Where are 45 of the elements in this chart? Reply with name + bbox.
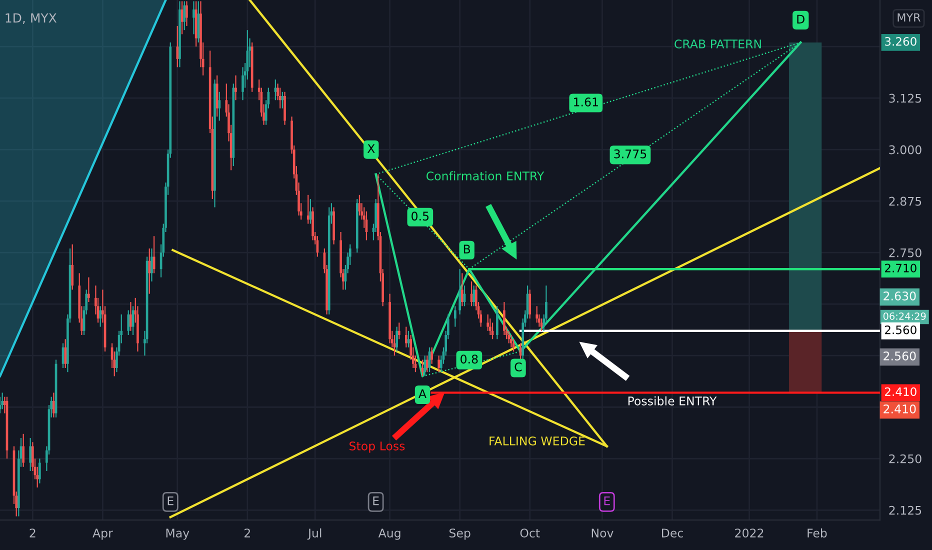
- y-tick-label: 3.000: [889, 145, 922, 154]
- x-tick-label: Dec: [662, 528, 683, 538]
- annotation: FALLING WEDGE: [490, 436, 585, 446]
- text: 2.630: [884, 292, 916, 300]
- x-tick-label: Feb: [808, 528, 827, 538]
- x-tick-label: 2: [30, 528, 36, 538]
- x-tick-label: 2022: [735, 528, 764, 538]
- y-tick-label: 2.750: [889, 248, 922, 258]
- text: 2.560: [884, 352, 916, 360]
- annotation: 3.260: [885, 37, 916, 46]
- annotation: 1.61: [574, 98, 598, 106]
- x-tick-label: Oct: [520, 528, 540, 538]
- annotation: E: [373, 496, 379, 506]
- text: 06:24:29: [883, 312, 926, 320]
- annotation: 3.775: [614, 149, 646, 158]
- annotation: B: [464, 244, 470, 254]
- annotation: 2.710: [885, 264, 916, 272]
- annotation: Confirmation ENTRY: [426, 171, 544, 180]
- x-tick-label: Nov: [592, 528, 614, 538]
- y-axis-title: MYR: [898, 13, 920, 22]
- annotation: 0.8: [460, 354, 478, 364]
- y-tick-label: 2.875: [889, 196, 922, 206]
- y-tick-label: 2.125: [889, 506, 922, 515]
- x-tick-label: 2: [244, 528, 250, 538]
- annotation: A: [418, 389, 426, 398]
- x-tick-label: Apr: [92, 528, 113, 540]
- annotation: C: [514, 362, 522, 372]
- annotation: Stop Loss: [350, 442, 405, 453]
- y-tick-label: 3.125: [889, 94, 922, 103]
- annotation: E: [604, 496, 610, 506]
- annotation: E: [168, 496, 174, 506]
- x-tick-label: Jul: [307, 528, 322, 540]
- y-tick-label: 2.250: [889, 454, 922, 464]
- x-tick-label: May: [166, 528, 190, 540]
- x-tick-label: Sep: [449, 528, 470, 540]
- annotation: CRAB PATTERN: [674, 40, 761, 48]
- annotation: 2.560: [885, 326, 916, 334]
- annotation: 0.5: [412, 212, 429, 221]
- annotation: X: [367, 144, 375, 153]
- annotation: D: [797, 14, 804, 24]
- annotation: 2.410: [885, 387, 916, 396]
- text: 2.410: [884, 404, 916, 414]
- annotation: Possible ENTRY: [628, 396, 717, 406]
- x-tick-label: Aug: [378, 528, 400, 540]
- text: 1D, MYX: [6, 13, 57, 24]
